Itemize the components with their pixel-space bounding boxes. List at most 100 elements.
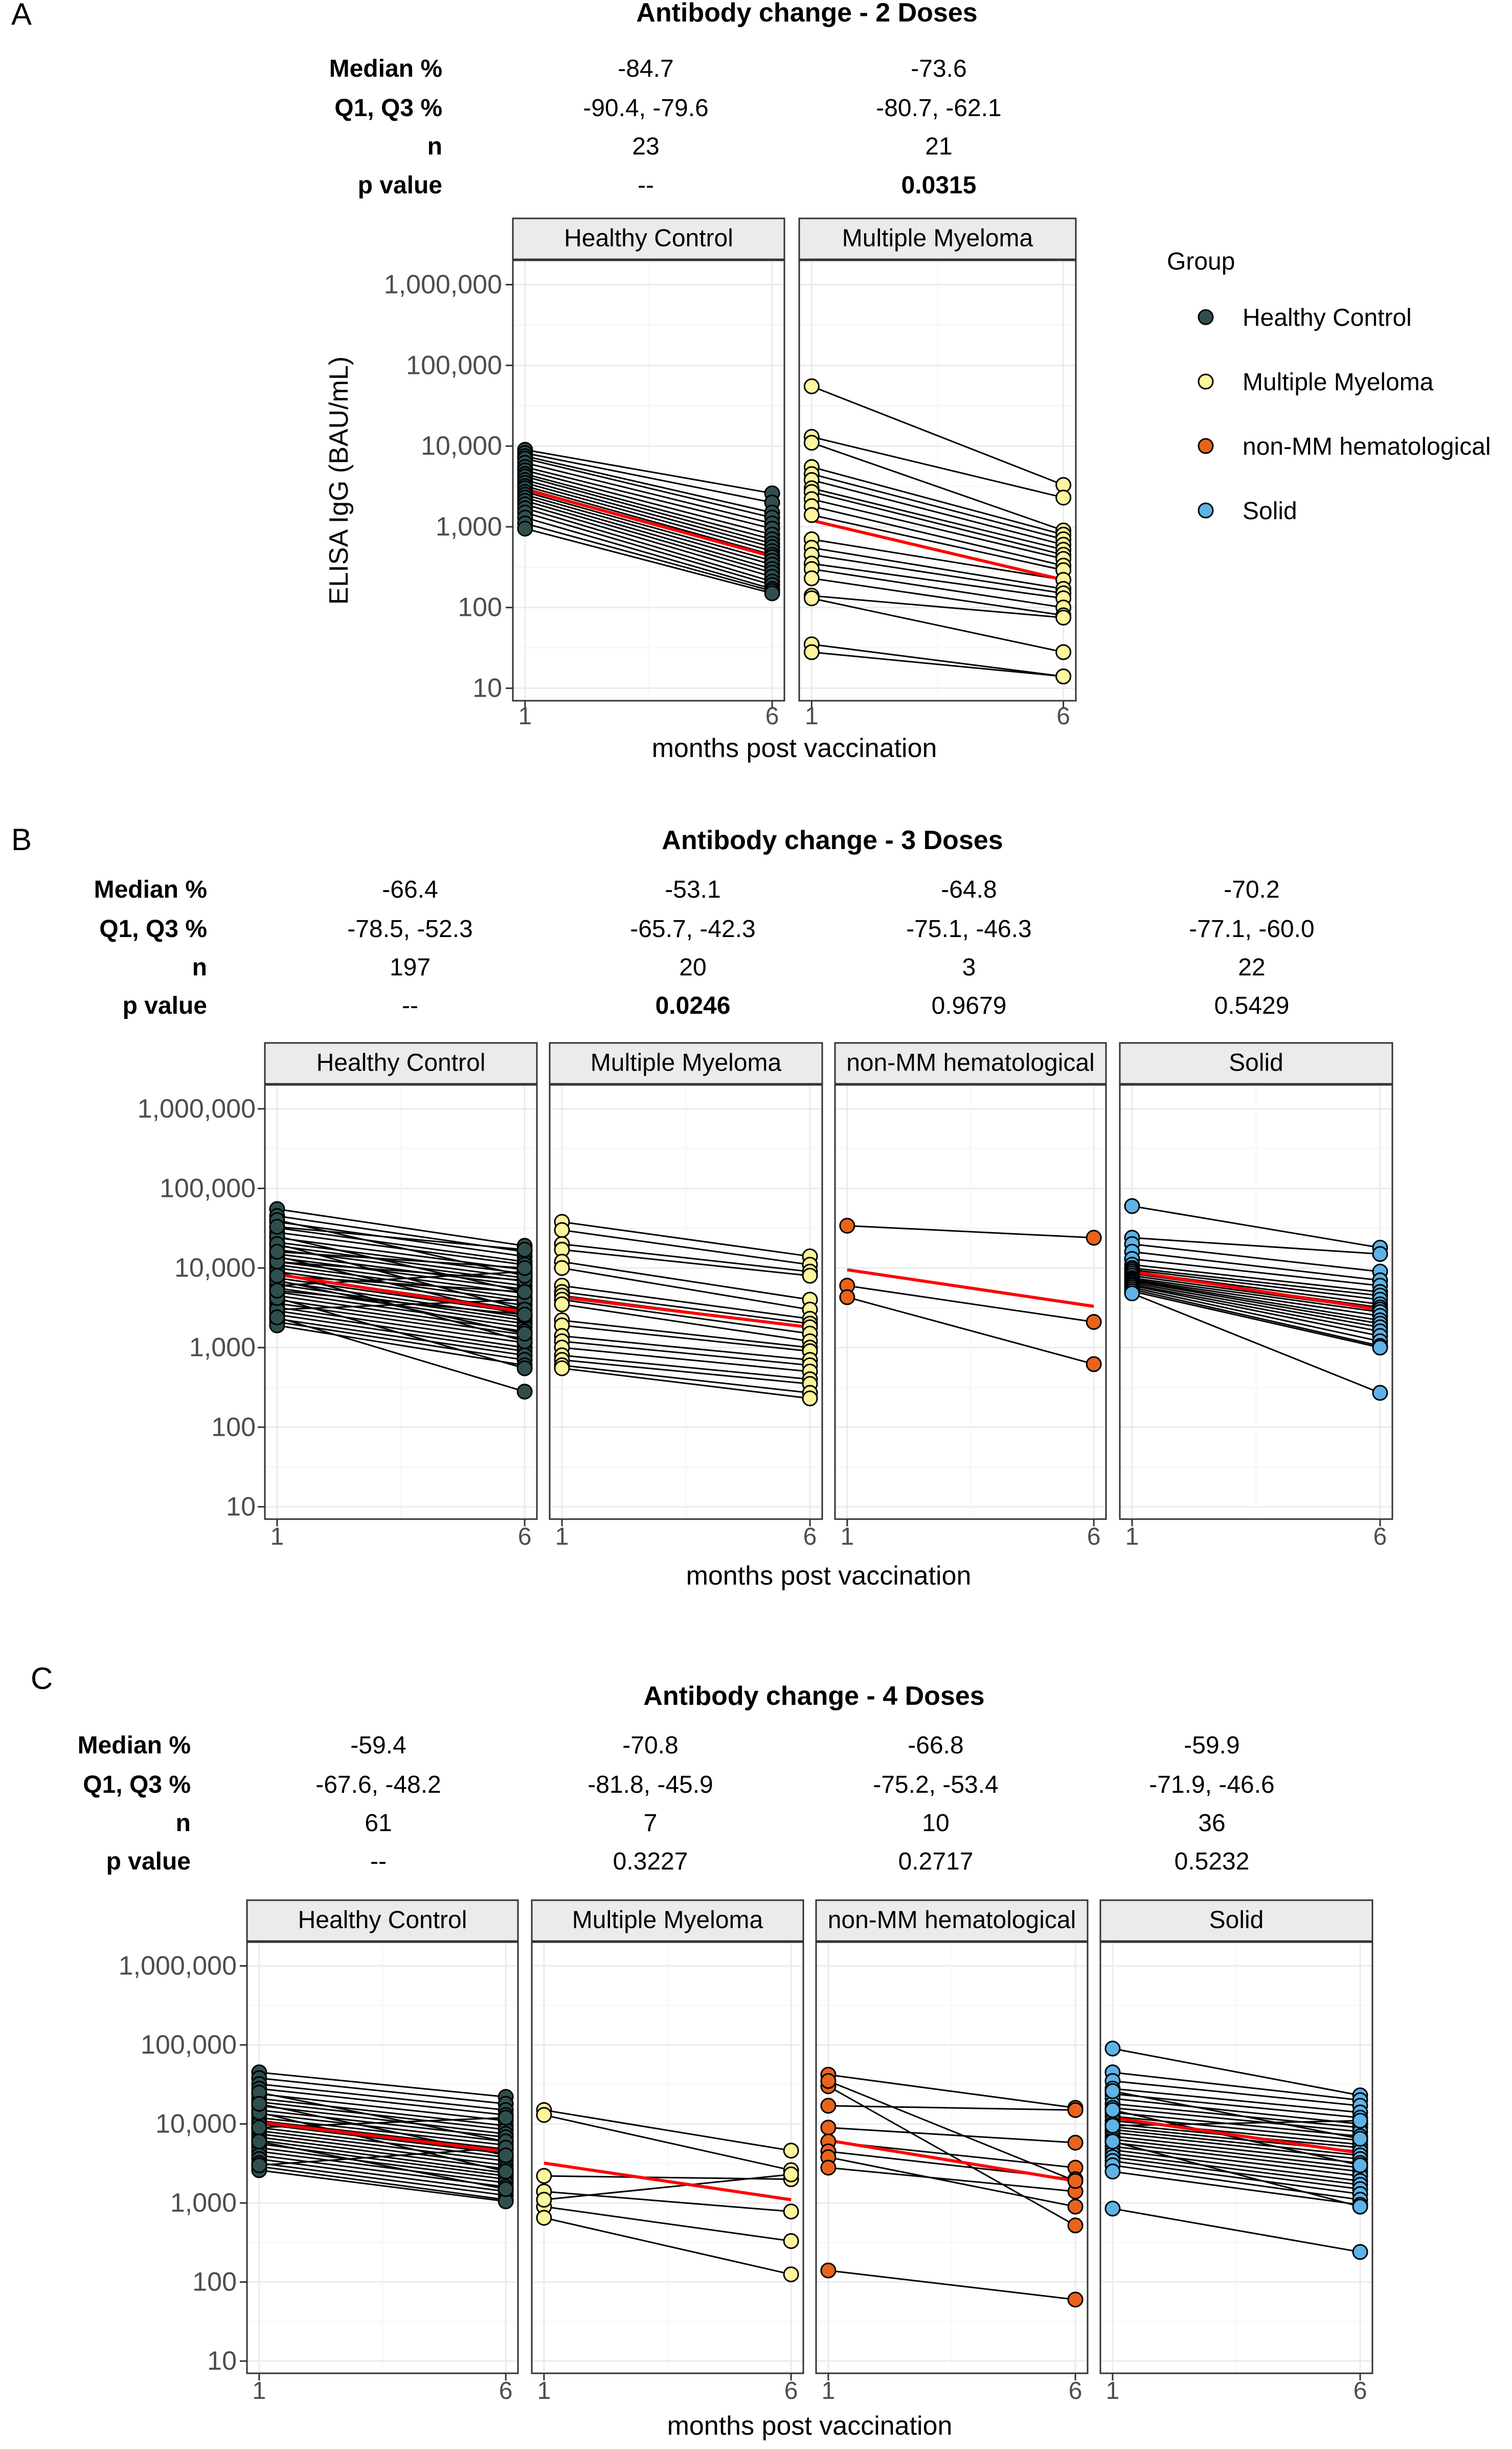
- data-point: [1124, 1198, 1140, 1214]
- stats-value: -77.1, -60.0: [1189, 916, 1314, 943]
- data-points: [803, 378, 1072, 684]
- pair-line: [259, 2093, 506, 2122]
- median-trend-line: [277, 1273, 525, 1314]
- stats-row-label: n: [427, 133, 442, 160]
- pair-line: [561, 1364, 810, 1394]
- facet-strip-label: Healthy Control: [298, 1906, 467, 1933]
- stats-value: -70.8: [622, 1732, 678, 1759]
- x-tick-label: 6: [803, 1523, 817, 1550]
- pair-line: [1132, 1237, 1381, 1255]
- data-point: [783, 2266, 799, 2283]
- pair-line: [811, 577, 1064, 616]
- pair-line: [259, 2098, 506, 2127]
- pair-line: [525, 473, 773, 540]
- data-points: [536, 2102, 799, 2283]
- pair-line: [1112, 2142, 1361, 2173]
- data-point: [536, 2192, 552, 2208]
- stats-value: 20: [679, 954, 706, 981]
- pair-line: [811, 538, 1064, 581]
- stats-value: 7: [644, 1810, 658, 1837]
- data-point: [1067, 2291, 1084, 2308]
- data-points: [1104, 2040, 1368, 2260]
- pair-line: [544, 2114, 792, 2171]
- data-point: [783, 2203, 799, 2220]
- data-point: [1104, 2083, 1121, 2099]
- stats-value: -90.4, -79.6: [583, 95, 708, 122]
- pair-line: [277, 1264, 525, 1299]
- pair-line: [561, 1243, 810, 1273]
- pair-line: [277, 1241, 525, 1275]
- pair-line: [811, 491, 1064, 556]
- pair-line: [259, 2136, 506, 2170]
- pair-line: [811, 498, 1064, 560]
- stats-value: 0.5232: [1175, 1848, 1250, 1875]
- data-point: [783, 2233, 799, 2249]
- pair-line: [525, 479, 773, 548]
- pair-line: [1132, 1251, 1381, 1281]
- pair-line: [828, 2167, 1076, 2192]
- pair-line: [277, 1237, 525, 1271]
- pair-line: [525, 491, 773, 562]
- pair-line: [525, 462, 773, 524]
- x-tick-label: 6: [765, 703, 779, 730]
- pair-line: [1112, 2149, 1361, 2182]
- pair-line: [525, 507, 773, 583]
- stats-value: 22: [1238, 954, 1265, 981]
- pair-line: [1112, 2156, 1361, 2190]
- pair-line: [561, 1359, 810, 1385]
- facet-strip: [264, 1042, 538, 1085]
- data-point: [803, 507, 820, 523]
- pair-line: [259, 2158, 506, 2192]
- x-tick-label: 1: [1125, 1523, 1139, 1550]
- stats-value: 36: [1198, 1810, 1225, 1837]
- y-tick-label: 10: [472, 674, 502, 703]
- x-tick-label: 1: [822, 2377, 836, 2405]
- pair-line: [525, 500, 773, 574]
- data-point: [1055, 489, 1072, 506]
- pair-line: [259, 2087, 506, 2116]
- stats-value: 0.5429: [1214, 992, 1290, 1019]
- pair-line: [847, 1285, 1094, 1323]
- pair-line: [561, 1335, 810, 1361]
- facet-healthy-control: Healthy Control 1 6: [264, 1042, 538, 1550]
- pair-line: [259, 2133, 506, 2166]
- stats-value: -59.9: [1184, 1732, 1239, 1759]
- pair-line: [811, 643, 1064, 677]
- pair-line: [847, 1224, 1094, 1239]
- pair-line: [561, 1221, 810, 1257]
- pair-line: [811, 651, 1064, 677]
- legend-item: Solid: [1198, 498, 1297, 525]
- data-point: [803, 570, 820, 587]
- data-point: [269, 1267, 285, 1284]
- pair-line: [1112, 2111, 1361, 2137]
- x-tick-label: 1: [252, 2377, 266, 2405]
- x-tick-label: 6: [1069, 2377, 1082, 2405]
- stats-row-label: Q1, Q3 %: [99, 916, 207, 943]
- x-axis-title: months post vaccination: [686, 1561, 972, 1591]
- data-point: [839, 1217, 855, 1234]
- data-point: [269, 1218, 285, 1235]
- median-trend-line: [259, 2121, 506, 2153]
- pair-line: [828, 2156, 1076, 2208]
- pair-line: [277, 1271, 525, 1306]
- data-point: [1104, 2164, 1121, 2180]
- median-trend-line: [847, 1268, 1094, 1308]
- pair-line: [259, 2130, 506, 2162]
- data-point: [269, 1309, 285, 1326]
- pair-line: [525, 511, 773, 586]
- pair-line: [277, 1219, 525, 1277]
- x-tick-label: 6: [1373, 1523, 1387, 1550]
- pair-line: [277, 1279, 525, 1334]
- facet-multiple-myeloma: Multiple Myeloma 1 6: [798, 217, 1077, 730]
- data-points: [269, 1201, 533, 1400]
- pair-line: [561, 1324, 810, 1352]
- data-point: [516, 1325, 533, 1342]
- pair-line: [1112, 2153, 1361, 2186]
- y-tick-label: 10: [226, 1492, 256, 1522]
- pair-line: [277, 1291, 525, 1328]
- pair-line: [1112, 2080, 1361, 2107]
- data-point: [516, 1360, 533, 1376]
- pair-line: [811, 514, 1064, 571]
- pair-line: [561, 1229, 810, 1266]
